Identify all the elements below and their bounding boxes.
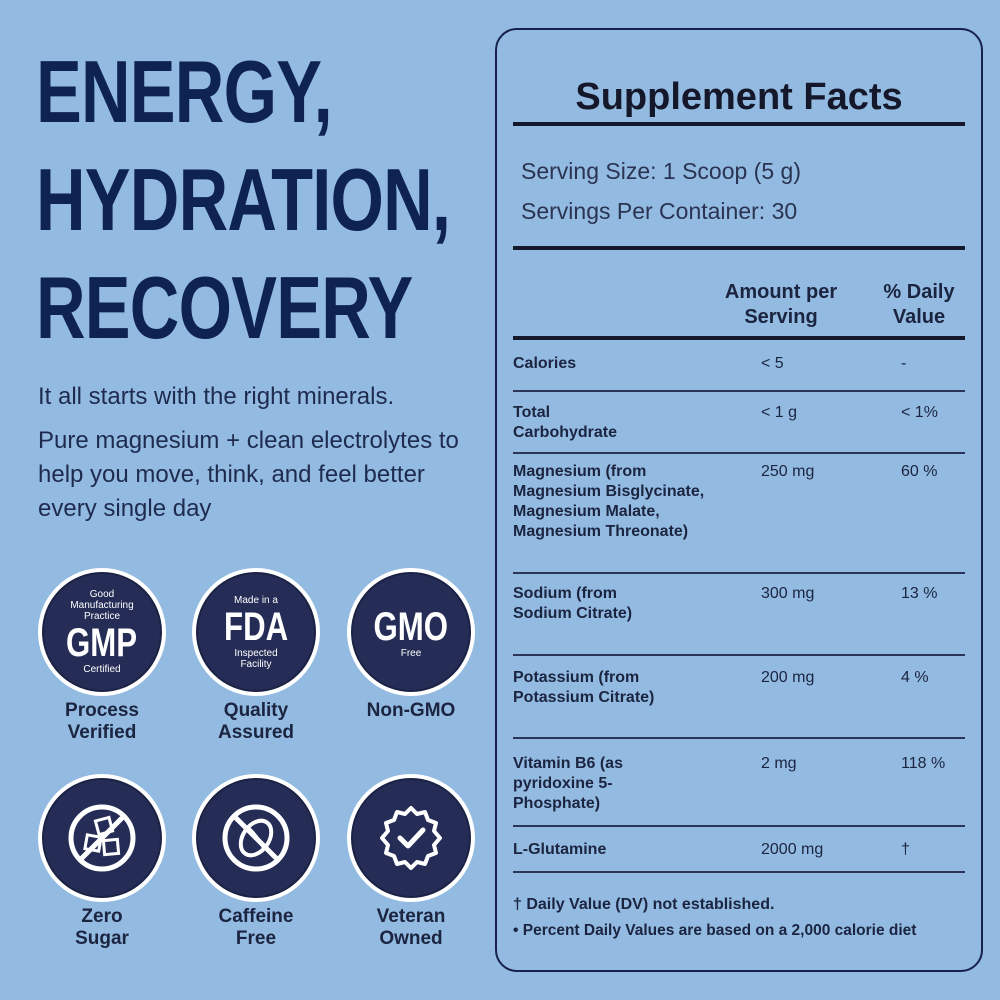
- badge-gmp: Good Manufacturing Practice GMP Certifie…: [37, 568, 167, 744]
- row-divider: [513, 452, 965, 454]
- no-sugar-icon: [38, 774, 166, 902]
- header-divider: [513, 336, 965, 340]
- headline-line-1: ENERGY,: [36, 42, 333, 141]
- nutrient-dv: 13 %: [901, 585, 938, 602]
- nutrient-dv: 4 %: [901, 669, 929, 686]
- no-caffeine-icon: [192, 774, 320, 902]
- nutrient-dv: -: [901, 355, 907, 372]
- nutrient-dv: 60 %: [901, 463, 938, 480]
- fda-top-text: Made in a: [234, 594, 278, 606]
- headline: ENERGY, HYDRATION, RECOVERY: [36, 38, 476, 362]
- nutrient-name: Potassium (from Potassium Citrate): [513, 669, 655, 706]
- nutrient-dv: 118 %: [901, 755, 946, 772]
- row-divider: [513, 737, 965, 739]
- fda-bottom-text: Inspected Facility: [234, 647, 278, 670]
- serving-divider: [513, 246, 965, 250]
- gmp-bottom-text: Certified: [83, 664, 121, 675]
- nutrient-name: L-Glutamine: [513, 841, 607, 858]
- badge-caption-gmo: Non-GMO: [366, 700, 456, 721]
- nutrient-name: Calories: [513, 355, 577, 372]
- gmp-big-text: GMP: [66, 621, 138, 665]
- badge-zero-sugar: Zero Sugar: [37, 774, 167, 950]
- nutrient-dv: †: [901, 841, 910, 858]
- nutrient-amount: 200 mg: [761, 669, 815, 686]
- footnote-percent: • Percent Daily Values are based on a 2,…: [513, 922, 917, 939]
- column-header-amount: Amount per Serving: [724, 281, 838, 328]
- serving-info: Serving Size: 1 Scoop (5 g) Servings Per…: [521, 151, 801, 231]
- nutrient-amount: 2000 mg: [761, 841, 824, 858]
- intro-line-1: It all starts with the right minerals.: [38, 383, 395, 410]
- badge-gmo: GMO Free Non-GMO: [346, 568, 476, 722]
- row-divider: [513, 825, 965, 827]
- badge-caption-sugar: Zero Sugar: [75, 906, 129, 949]
- badge-caption-fda: Quality Assured: [217, 700, 295, 743]
- serving-size: Serving Size: 1 Scoop (5 g): [521, 158, 801, 184]
- servings-per-container: Servings Per Container: 30: [521, 198, 798, 224]
- gmp-top-text: Good Manufacturing Practice: [70, 589, 134, 622]
- gmo-free-seal-icon: GMO Free: [347, 568, 475, 696]
- nutrient-name: Vitamin B6 (as pyridoxine 5-Phosphate): [513, 755, 623, 812]
- intro-line-2: Pure magnesium + clean electrolytes to h…: [38, 427, 459, 522]
- badge-caption-gmp: Process Verified: [65, 700, 139, 743]
- gmo-bottom-text: Free: [400, 647, 422, 659]
- row-divider: [513, 654, 965, 656]
- fda-big-text: FDA: [223, 604, 289, 649]
- row-divider: [513, 871, 965, 873]
- badge-veteran-owned: Veteran Owned: [346, 774, 476, 950]
- row-divider: [513, 572, 965, 574]
- nutrient-amount: 300 mg: [761, 585, 815, 602]
- row-divider: [513, 390, 965, 392]
- nutrient-name: Total Carbohydrate: [513, 404, 618, 441]
- title-divider: [513, 122, 965, 126]
- nutrient-amount: 250 mg: [761, 463, 815, 480]
- headline-line-2: HYDRATION,: [36, 150, 451, 249]
- badge-caption-caffeine: Caffeine Free: [218, 906, 294, 949]
- nutrient-name: Magnesium (from Magnesium Bisglycinate, …: [513, 463, 705, 540]
- fda-seal-icon: Made in a FDA Inspected Facility: [192, 568, 320, 696]
- check-seal-icon: [347, 774, 475, 902]
- nutrient-amount: < 5: [761, 355, 784, 372]
- gmo-big-text: GMO: [373, 604, 449, 649]
- intro-text: It all starts with the right minerals. P…: [38, 380, 478, 536]
- facts-title: Supplement Facts: [575, 76, 903, 118]
- gmp-seal-icon: Good Manufacturing Practice GMP Certifie…: [38, 568, 166, 696]
- nutrient-amount: < 1 g: [761, 404, 798, 421]
- nutrient-amount: 2 mg: [761, 755, 797, 772]
- badge-fda: Made in a FDA Inspected Facility Quality…: [191, 568, 321, 744]
- nutrient-dv: < 1%: [901, 404, 938, 421]
- column-header-dv: % Daily Value: [883, 281, 955, 328]
- nutrient-name: Sodium (from Sodium Citrate): [513, 585, 633, 622]
- footnote-dv: † Daily Value (DV) not established.: [513, 896, 775, 913]
- badge-caption-veteran: Veteran Owned: [376, 906, 446, 949]
- headline-line-3: RECOVERY: [36, 258, 413, 357]
- supplement-facts-panel: Supplement Facts Serving Size: 1 Scoop (…: [495, 28, 983, 972]
- badge-caffeine-free: Caffeine Free: [191, 774, 321, 950]
